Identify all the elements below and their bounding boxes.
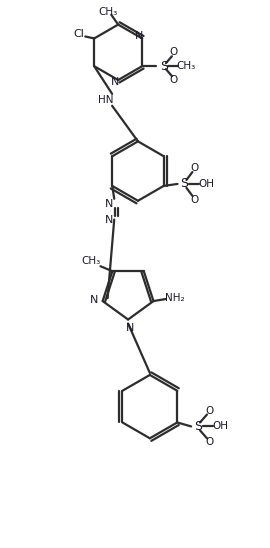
Text: O: O — [170, 75, 178, 85]
Text: NH₂: NH₂ — [166, 293, 185, 303]
Text: N: N — [105, 215, 113, 225]
Text: O: O — [170, 47, 178, 58]
Text: N: N — [111, 77, 119, 87]
Text: OH: OH — [198, 179, 214, 189]
Text: O: O — [206, 437, 214, 447]
Text: S: S — [194, 420, 202, 433]
Text: N: N — [105, 199, 113, 209]
Text: CH₃: CH₃ — [176, 61, 195, 71]
Text: S: S — [180, 178, 188, 191]
Text: CH₃: CH₃ — [81, 256, 100, 266]
Text: O: O — [190, 163, 198, 173]
Text: S: S — [160, 60, 168, 73]
Text: HN: HN — [99, 95, 114, 105]
Text: Cl: Cl — [73, 30, 84, 39]
Text: N: N — [90, 295, 98, 305]
Text: CH₃: CH₃ — [99, 7, 118, 17]
Text: O: O — [190, 195, 198, 205]
Text: O: O — [206, 406, 214, 415]
Text: N: N — [126, 323, 134, 333]
Text: OH: OH — [213, 421, 229, 431]
Text: N: N — [135, 31, 143, 42]
